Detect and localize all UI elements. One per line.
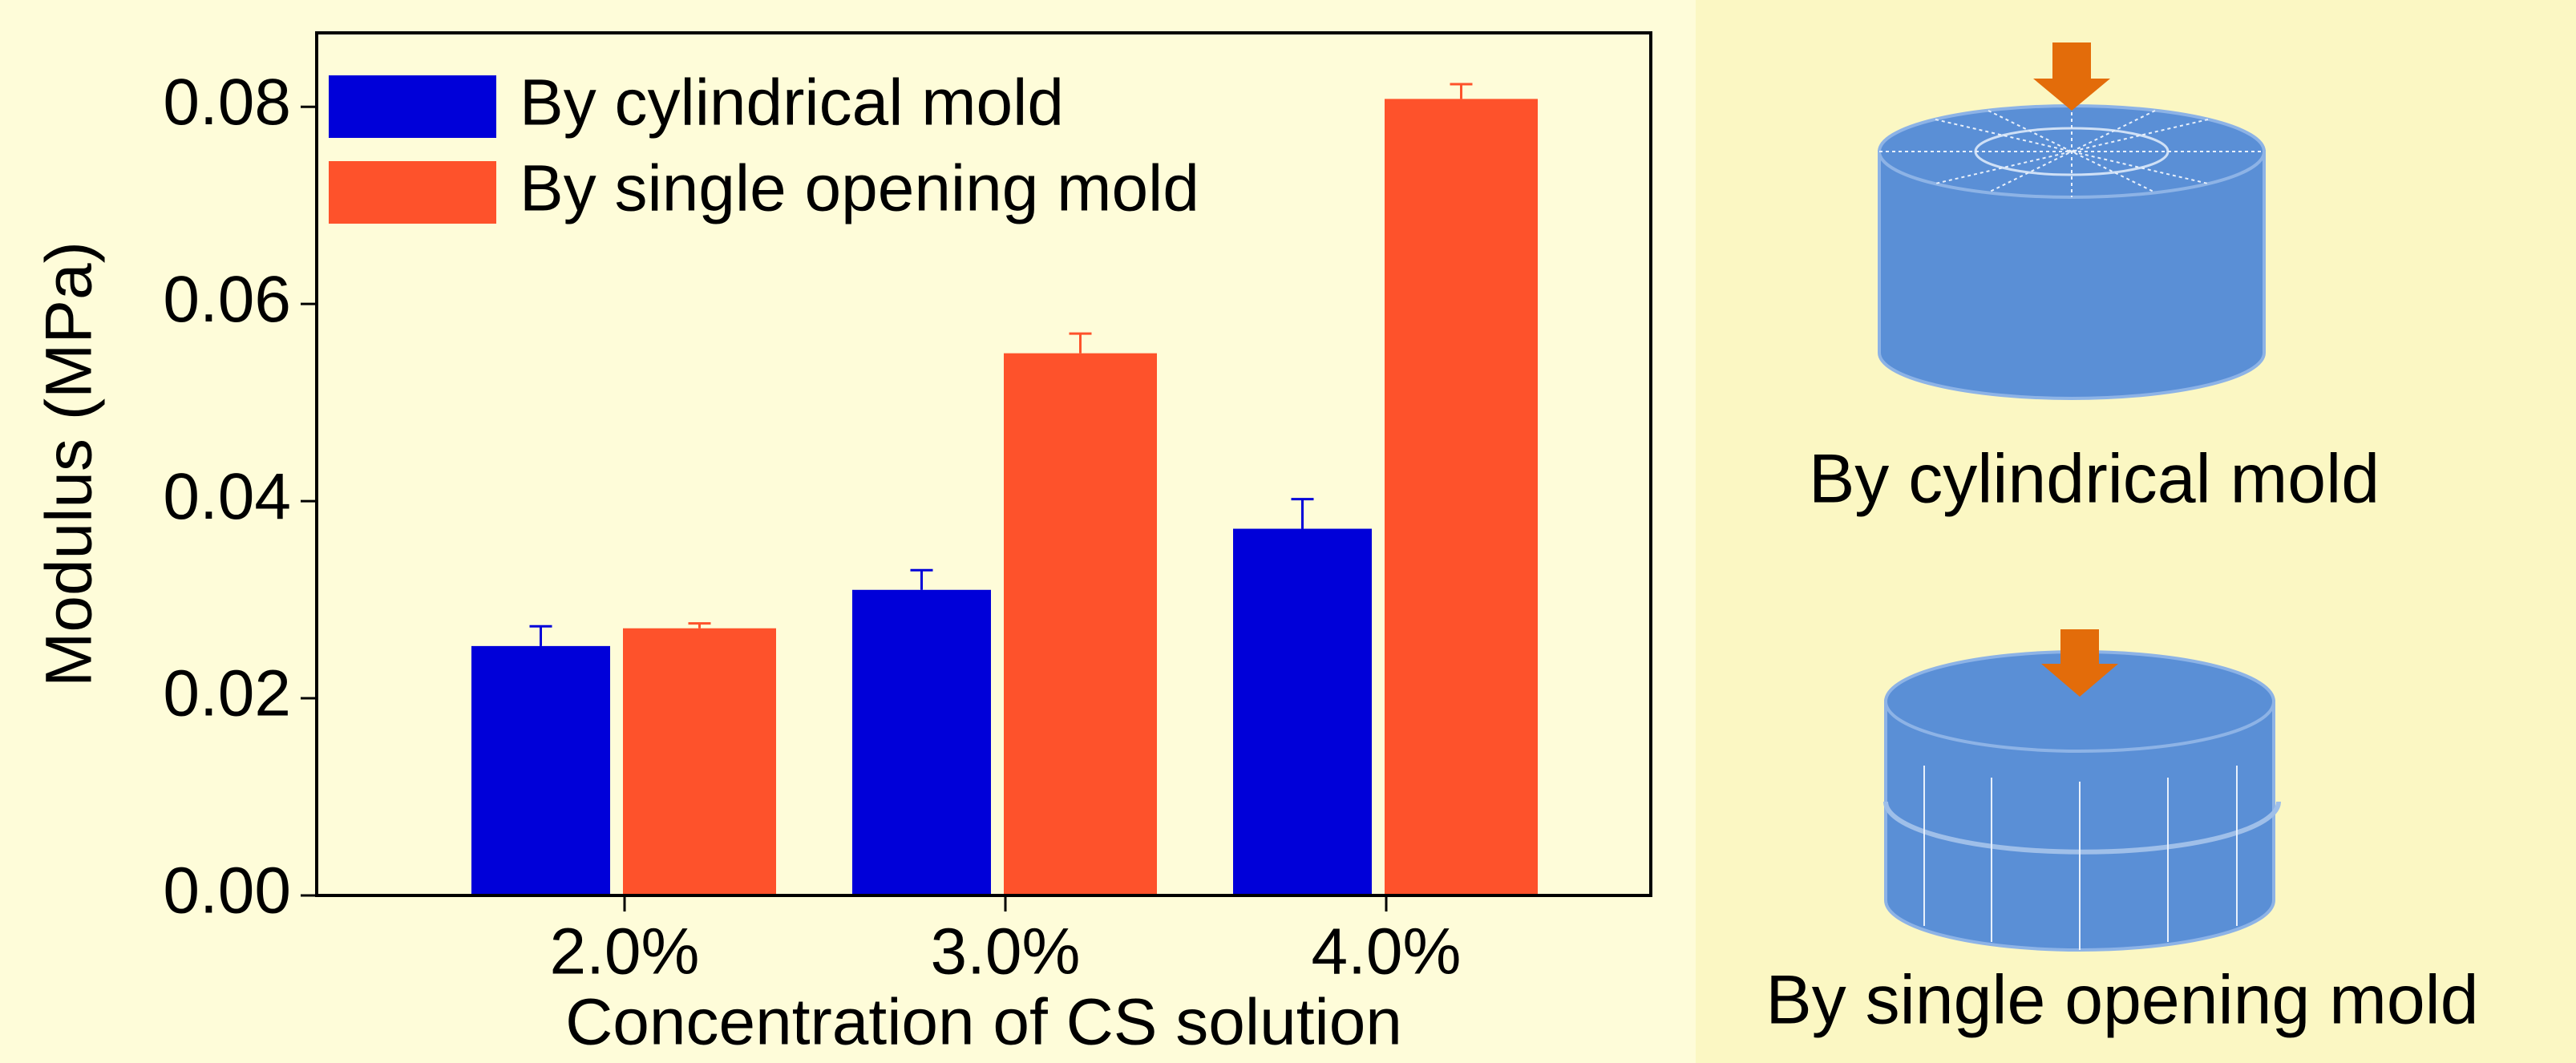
figure: Modulus (MPa) Concentration of CS soluti… <box>0 0 2576 1063</box>
bar <box>852 590 991 895</box>
y-tick-label: 0.00 <box>163 855 291 928</box>
legend-swatch <box>329 75 496 138</box>
y-tick-label: 0.08 <box>163 66 291 139</box>
diagram-caption: By single opening mold <box>1765 962 2478 1039</box>
cylinder-diagram <box>1879 42 2264 398</box>
bar <box>623 629 776 895</box>
y-tick-label: 0.02 <box>163 657 291 730</box>
cylinder-diagram <box>1886 629 2279 950</box>
x-tick-label: 2.0% <box>550 915 700 988</box>
bar <box>1385 99 1538 895</box>
x-tick-label: 3.0% <box>931 915 1081 988</box>
legend-swatch <box>329 161 496 224</box>
legend-label: By cylindrical mold <box>520 67 1064 139</box>
legend-label: By single opening mold <box>520 152 1199 225</box>
y-tick-label: 0.06 <box>163 263 291 336</box>
bar <box>471 646 610 895</box>
diagram-caption: By cylindrical mold <box>1809 441 2380 518</box>
bar <box>1233 529 1372 895</box>
page: Modulus (MPa) Concentration of CS soluti… <box>0 0 2576 1063</box>
x-axis-label: Concentration of CS solution <box>565 986 1402 1059</box>
x-tick-label: 4.0% <box>1312 915 1462 988</box>
y-tick-label: 0.04 <box>163 460 291 533</box>
y-axis-label: Modulus (MPa) <box>33 241 106 687</box>
bar <box>1004 354 1157 895</box>
